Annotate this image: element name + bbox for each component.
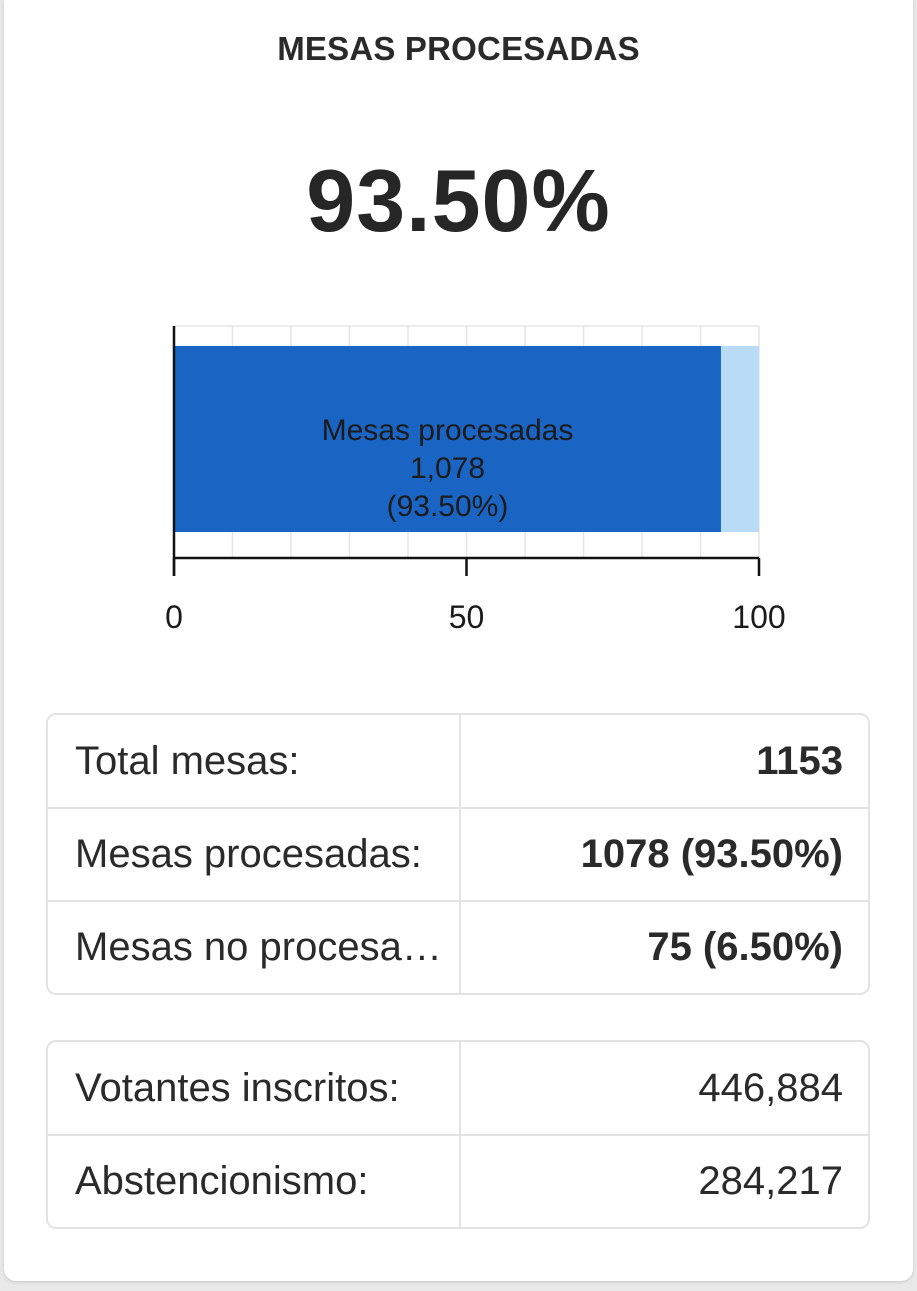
bar-segment (174, 346, 721, 532)
section-title: MESAS PROCESADAS (277, 30, 640, 67)
bar-label-percent: (93.50%) (387, 490, 509, 523)
bar-label-count: 1,078 (410, 452, 485, 485)
table-row: Abstencionismo: 284,217 (48, 1134, 868, 1227)
progress-bar-chart: Mesas procesadas 1,078 (93.50%) 0 50 100 (4, 300, 913, 660)
table-row: Mesas procesadas: 1078 (93.50%) (48, 807, 868, 900)
table-row: Mesas no procesa… 75 (6.50%) (48, 900, 868, 993)
row-value: 75 (6.50%) (647, 925, 843, 969)
x-tick-label: 50 (449, 599, 485, 635)
row-value: 1078 (93.50%) (580, 832, 843, 876)
bar-label-name: Mesas procesadas (322, 414, 574, 447)
table-row: Total mesas: 1153 (48, 715, 868, 807)
row-label: Mesas procesadas: (48, 809, 461, 900)
bar-segment (720, 346, 759, 532)
voters-table: Votantes inscritos: 446,884 Abstencionis… (46, 1040, 870, 1229)
x-tick-label: 100 (732, 599, 785, 635)
results-card: MESAS PROCESADAS 93.50% Mesas procesadas… (4, 0, 913, 1281)
row-value: 1153 (756, 738, 843, 783)
row-label: Abstencionismo: (48, 1136, 461, 1227)
row-label: Total mesas: (48, 715, 461, 807)
mesas-summary-table: Total mesas: 1153 Mesas procesadas: 1078… (46, 713, 870, 995)
row-label: Mesas no procesa… (48, 902, 461, 993)
x-tick-label: 0 (165, 599, 183, 635)
row-label: Votantes inscritos: (48, 1042, 461, 1134)
row-value: 284,217 (698, 1159, 843, 1203)
table-row: Votantes inscritos: 446,884 (48, 1042, 868, 1134)
processed-percentage: 93.50% (306, 151, 611, 250)
row-value: 446,884 (698, 1065, 843, 1110)
